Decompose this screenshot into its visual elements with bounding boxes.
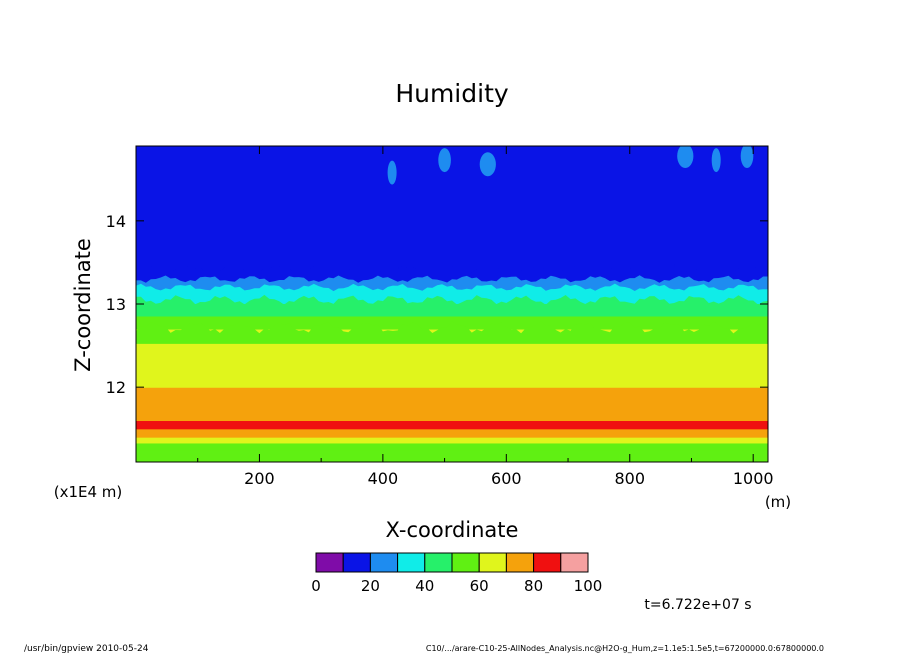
x-tick-label: 600 [491, 469, 522, 488]
colorbar-swatch [451, 552, 480, 573]
contour-edge [136, 321, 768, 344]
y-tick-label: 12 [106, 378, 126, 397]
colorbar-swatch [505, 552, 535, 573]
x-tick-label: 200 [244, 469, 275, 488]
plume-core [438, 148, 451, 173]
colorbar-swatch [424, 552, 453, 573]
plume-core [387, 160, 397, 185]
moisture-plume [674, 146, 697, 271]
moisture-plume [476, 154, 499, 271]
y-tick-label: 14 [106, 212, 126, 231]
plume-core [711, 148, 721, 173]
x-tick-label: 1000 [733, 469, 774, 488]
time-label: t=6.722e+07 s [644, 597, 751, 613]
moisture-plume [436, 150, 454, 271]
moisture-plume [710, 150, 723, 271]
y-axis-title: Z-coordinate [71, 238, 95, 372]
colorbar-swatch [560, 552, 589, 573]
x-tick-label: 800 [614, 469, 645, 488]
colorbar-label: 80 [524, 577, 543, 595]
plot-area [136, 146, 768, 462]
colorbar-swatch [342, 552, 371, 573]
y-tick-label: 13 [106, 295, 126, 314]
plume-core [479, 152, 496, 177]
moisture-plume [386, 162, 399, 271]
x-tick-label: 400 [368, 469, 399, 488]
moisture-plume [738, 146, 756, 271]
y-axis-unit: (x1E4 m) [54, 483, 123, 501]
x-axis: 200 400 600 800 1000 [197, 146, 774, 488]
colorbar-label: 60 [470, 577, 489, 595]
colorbar: 0 20 40 60 80 100 [311, 552, 603, 595]
colorbar-swatch [397, 552, 426, 573]
contour-band [136, 414, 768, 422]
footer-right: C10/.../arare-C10-25-AllNodes_Analysis.n… [426, 644, 824, 653]
contour-band [136, 345, 768, 388]
contour-band [136, 387, 768, 416]
x-axis-unit: (m) [765, 493, 791, 511]
chart-title: Humidity [395, 79, 509, 108]
colorbar-swatch [315, 552, 344, 573]
contour-band [136, 449, 768, 462]
contour-edge [136, 294, 768, 317]
colorbar-swatch [533, 552, 562, 573]
contour-band [136, 442, 768, 451]
plume-core [740, 146, 754, 168]
colorbar-label: 100 [574, 577, 603, 595]
colorbar-swatch [369, 552, 399, 573]
contour-band [136, 437, 768, 444]
x-axis-title: X-coordinate [386, 518, 519, 542]
footer-left: /usr/bin/gpview 2010-05-24 [24, 644, 149, 654]
colorbar-label: 0 [311, 577, 321, 595]
colorbar-swatch [478, 552, 507, 573]
colorbar-label: 20 [361, 577, 380, 595]
moisture-plume [521, 212, 535, 271]
plumes-layer [386, 146, 756, 271]
colorbar-label: 40 [415, 577, 434, 595]
contour-band [136, 428, 768, 438]
contour-band [136, 420, 768, 430]
moisture-plume [658, 200, 676, 271]
y-axis: 12 13 14 [106, 212, 768, 397]
plume-core [677, 146, 694, 168]
